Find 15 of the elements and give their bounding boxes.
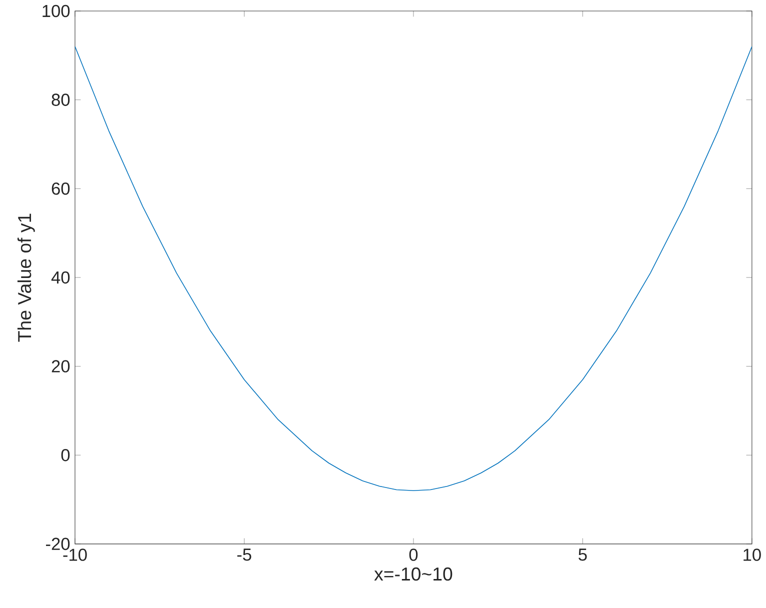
x-tick-label: -5: [237, 548, 252, 561]
x-tick-label: -10: [63, 548, 87, 561]
y-tick-label: 80: [52, 94, 70, 106]
x-tick-label: 10: [744, 548, 761, 561]
y-tick-label: 0: [61, 449, 70, 462]
y-tick-label: 40: [51, 271, 70, 284]
y-tick-label: 20: [52, 360, 70, 372]
y-tick-label: -20: [46, 538, 70, 550]
line-series: [74, 46, 752, 492]
y-tick-label: 60: [52, 182, 70, 195]
x-tick-label: 5: [578, 548, 587, 561]
y-axis-title: The Value of y1: [17, 214, 35, 342]
x-axis-title: x=-10~10: [374, 567, 452, 581]
y-tick-label: 100: [42, 4, 70, 18]
x-tick-label: 0: [409, 548, 418, 561]
